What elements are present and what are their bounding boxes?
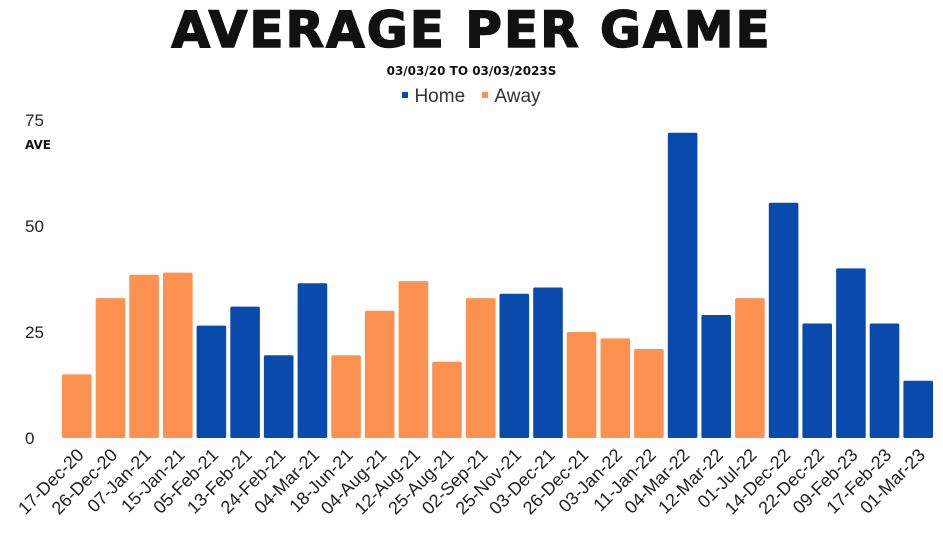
bar-04-Mar-21 xyxy=(297,283,328,438)
y-tick-label: 50 xyxy=(25,217,44,236)
chart-subtitle: 03/03/20 TO 03/03/2023S xyxy=(386,64,557,78)
bar-25-Nov-21 xyxy=(499,293,530,438)
bar-03-Jan-22 xyxy=(600,338,631,438)
legend-label-away: Away xyxy=(494,86,541,107)
bar-17-Dec-20 xyxy=(62,374,92,438)
bar-22-Dec-22 xyxy=(802,323,832,438)
legend-swatch-away xyxy=(482,91,489,98)
bar-04-Mar-22 xyxy=(667,132,698,438)
bar-17-Feb-23 xyxy=(869,323,900,438)
bar-09-Feb-23 xyxy=(836,268,866,438)
y-tick-label: 0 xyxy=(25,429,34,448)
legend-label-home: Home xyxy=(414,86,466,107)
y-tick-label: 25 xyxy=(25,323,44,342)
bar-26-Dec-21 xyxy=(566,332,597,438)
bar-14-Dec-22 xyxy=(768,202,799,438)
bar-26-Dec-20 xyxy=(95,298,126,438)
legend-item-home: Home xyxy=(402,86,465,108)
legend: Home Away xyxy=(0,86,943,108)
bar-05-Feb-21 xyxy=(196,325,227,438)
bar-01-Jul-22 xyxy=(735,298,765,438)
bar-01-Mar-23 xyxy=(903,380,933,438)
bar-25-Aug-21 xyxy=(432,361,462,438)
bar-07-Jan-21 xyxy=(129,274,159,438)
bar-02-Sep-21 xyxy=(465,298,496,438)
legend-swatch-home xyxy=(402,91,409,98)
bar-24-Feb-21 xyxy=(263,355,294,438)
y-axis-label: AVE xyxy=(25,138,51,152)
bar-13-Feb-21 xyxy=(230,306,260,438)
bar-04-Aug-21 xyxy=(364,310,395,438)
y-tick-label: 75 xyxy=(25,111,44,130)
bar-12-Aug-21 xyxy=(398,281,429,438)
bar-12-Mar-22 xyxy=(701,315,731,438)
legend-item-away: Away xyxy=(482,86,541,108)
chart-title: AVERAGE PER GAME xyxy=(171,1,772,59)
bar-11-Jan-22 xyxy=(634,349,664,438)
bar-03-Dec-21 xyxy=(533,287,563,438)
bar-18-Jun-21 xyxy=(331,355,361,438)
bar-15-Jan-21 xyxy=(163,272,193,438)
